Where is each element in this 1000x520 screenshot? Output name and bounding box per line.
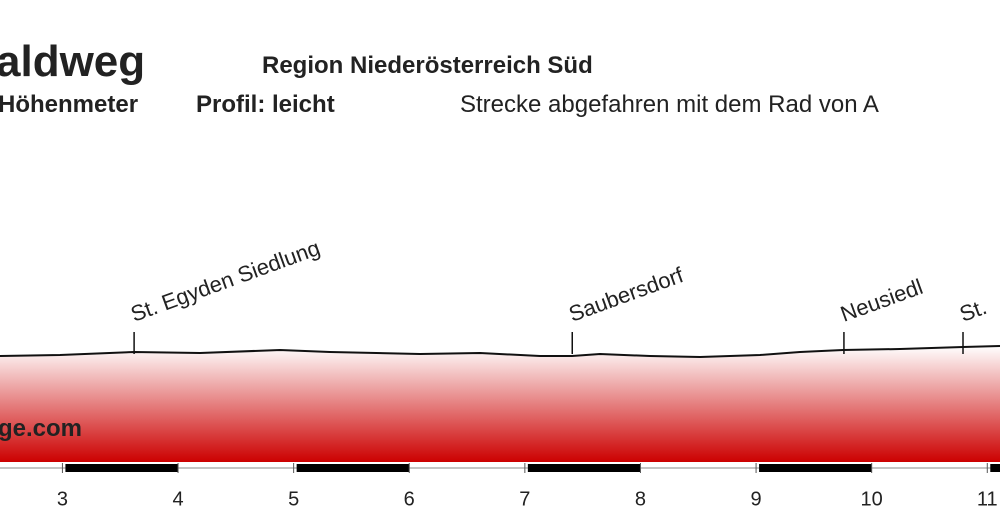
x-tick-label: 4 (172, 488, 183, 510)
x-tick-label: 10 (861, 488, 883, 510)
place-label: St. Egyden Siedlung (127, 235, 323, 327)
x-tick-label: 7 (519, 488, 530, 510)
region: Region Niederösterreich Süd (262, 52, 593, 79)
profile-level: Profil: leicht (196, 91, 335, 118)
place-label: Neusiedl (837, 274, 926, 327)
x-tick-label: 9 (751, 488, 762, 510)
scale-segment (990, 464, 1000, 472)
place-label: St. (956, 294, 990, 327)
watermark: ge.com (0, 415, 82, 442)
scale-segment (527, 464, 641, 472)
place-label: Saubersdorf (565, 262, 687, 327)
profile-area (0, 346, 1000, 462)
x-tick-label: 8 (635, 488, 646, 510)
x-tick-label: 3 (57, 488, 68, 510)
x-tick-label: 5 (288, 488, 299, 510)
profile-line (0, 345, 1000, 359)
note: Strecke abgefahren mit dem Rad von A (460, 91, 879, 118)
scale-segment (759, 464, 872, 472)
scale-segment (65, 464, 179, 472)
stats: Höhenmeter (0, 91, 138, 118)
x-tick-label: 6 (404, 488, 415, 510)
x-tick-label: 11 (977, 488, 998, 510)
scale-segment (296, 464, 410, 472)
title: aldweg (0, 37, 145, 86)
